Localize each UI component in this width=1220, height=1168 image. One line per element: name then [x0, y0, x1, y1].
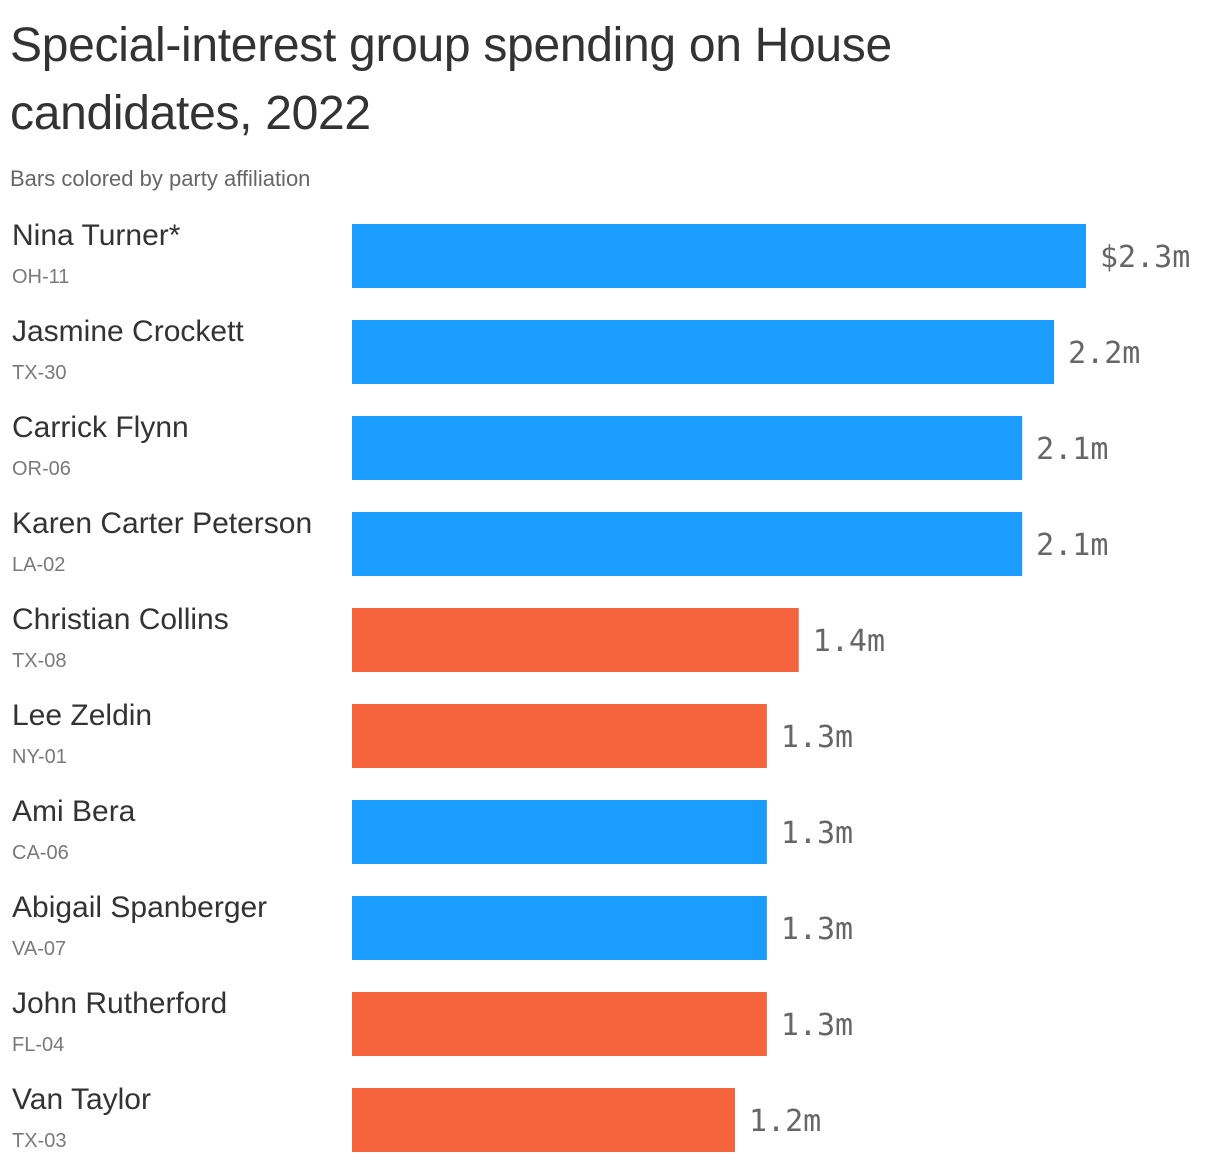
candidate-name: Lee Zeldin — [12, 699, 152, 732]
bar-row: Abigail Spanberger VA-07 1.3m — [12, 891, 853, 960]
bar-value-label: 1.3m — [781, 1008, 853, 1043]
bar-row: Van Taylor TX-03 1.2m — [12, 1083, 821, 1152]
bar-row: Jasmine Crockett TX-30 2.2m — [12, 315, 1140, 384]
candidate-name: John Rutherford — [12, 987, 227, 1020]
district-label: CA-06 — [12, 842, 69, 864]
candidate-name: Ami Bera — [12, 795, 136, 828]
bar-value-label: 2.1m — [1036, 528, 1108, 563]
district-label: OR-06 — [12, 458, 71, 480]
bar-value-label: 1.4m — [813, 624, 885, 659]
candidate-name: Carrick Flynn — [12, 411, 189, 444]
district-label: OH-11 — [12, 266, 69, 288]
district-label: FL-04 — [12, 1034, 64, 1056]
bar-row: Karen Carter Peterson LA-02 2.1m — [12, 507, 1108, 576]
bar-row: Ami Bera CA-06 1.3m — [12, 795, 853, 864]
bar-row: Christian Collins TX-08 1.4m — [12, 603, 885, 672]
bar-value-label: 1.3m — [781, 912, 853, 947]
bar — [352, 1088, 735, 1152]
bar — [352, 704, 767, 768]
bar — [352, 800, 767, 864]
bar-value-label: 1.3m — [781, 720, 853, 755]
bar-value-label: $2.3m — [1100, 240, 1190, 275]
bar — [352, 224, 1086, 288]
district-label: NY-01 — [12, 746, 67, 768]
bar-value-label: 1.3m — [781, 816, 853, 851]
bar — [352, 416, 1023, 480]
candidate-name: Jasmine Crockett — [12, 315, 244, 348]
bar-value-label: 2.2m — [1068, 336, 1140, 371]
bar — [352, 992, 767, 1056]
district-label: TX-30 — [12, 362, 66, 384]
chart-subtitle: Bars colored by party affiliation — [10, 166, 311, 191]
bar-value-label: 1.2m — [749, 1104, 821, 1139]
bar-row: Carrick Flynn OR-06 2.1m — [12, 411, 1108, 480]
candidate-name: Abigail Spanberger — [12, 891, 267, 924]
candidate-name: Karen Carter Peterson — [12, 507, 312, 540]
bar — [352, 896, 767, 960]
district-label: TX-03 — [12, 1130, 66, 1152]
candidate-name: Van Taylor — [12, 1083, 151, 1116]
bar — [352, 608, 799, 672]
candidate-name: Nina Turner* — [12, 219, 181, 252]
district-label: TX-08 — [12, 650, 66, 672]
bar — [352, 512, 1023, 576]
district-label: VA-07 — [12, 938, 66, 960]
bar-row: John Rutherford FL-04 1.3m — [12, 987, 853, 1056]
bar-value-label: 2.1m — [1036, 432, 1108, 467]
bar — [352, 320, 1055, 384]
bar-row: Nina Turner* OH-11 $2.3m — [12, 219, 1190, 288]
chart-title: Special-interest group spending on House… — [10, 19, 892, 140]
candidate-name: Christian Collins — [12, 603, 229, 636]
district-label: LA-02 — [12, 554, 65, 576]
bar-row: Lee Zeldin NY-01 1.3m — [12, 699, 853, 768]
